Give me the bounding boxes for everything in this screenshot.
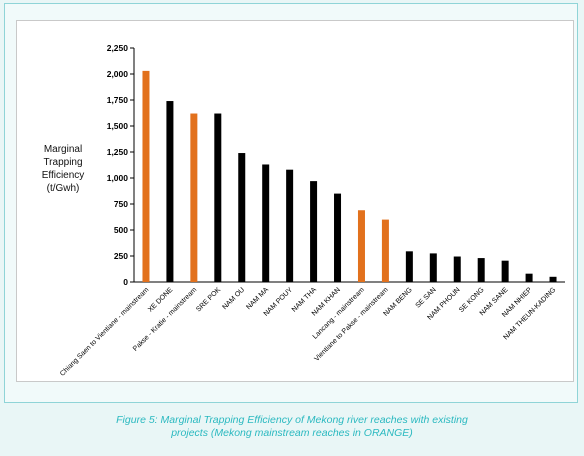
bar	[525, 273, 533, 282]
caption-line-2: projects (Mekong mainstream reaches in O…	[171, 427, 413, 439]
bar	[501, 260, 509, 282]
x-tick-label: SRE POK	[195, 286, 222, 313]
caption-line-1: Figure 5: Marginal Trapping Efficiency o…	[116, 414, 468, 426]
y-tick-label: 1,750	[107, 95, 129, 105]
bar	[310, 181, 318, 282]
bar	[429, 253, 437, 282]
y-tick-label: 500	[114, 225, 128, 235]
bar	[214, 113, 222, 283]
y-tick-label: 2,000	[107, 69, 129, 79]
y-tick-label: 1,000	[107, 173, 129, 183]
y-tick-label: 750	[114, 199, 128, 209]
bar	[453, 256, 461, 282]
bar	[142, 70, 150, 282]
y-axis-label: Marginal Trapping Efficiency (t/Gwh)	[41, 144, 85, 194]
x-tick-label: NAM MA	[245, 286, 270, 311]
bar	[262, 164, 270, 282]
y-tick-label: 1,250	[107, 147, 129, 157]
y-tick-label: 2,250	[107, 43, 129, 53]
bar	[166, 101, 174, 282]
bar	[357, 210, 365, 282]
bar	[549, 276, 557, 282]
bar	[190, 113, 198, 283]
x-tick-label: SE SAN	[415, 286, 438, 309]
bar	[405, 251, 413, 282]
bar-chart: 0 250 500 750 1,000 1,250 1,500 1,750 2,000 2,250…	[59, 43, 565, 378]
bar	[238, 153, 246, 282]
chart-panel: Marginal Trapping Efficiency (t/Gwh) 0 25…	[16, 20, 574, 382]
bar	[381, 219, 389, 282]
x-tick-label: Chiang Saen to Vientiane - mainstream	[59, 286, 150, 377]
x-tick-label: NAM OU	[221, 286, 246, 311]
bar	[477, 258, 485, 282]
figure-caption: Figure 5: Marginal Trapping Efficiency o…	[0, 414, 584, 440]
y-tick-label: 0	[123, 277, 128, 287]
y-tick-label: 1,500	[107, 121, 129, 131]
bar	[334, 193, 342, 282]
figure-frame: Marginal Trapping Efficiency (t/Gwh) 0 25…	[4, 3, 578, 403]
bar	[286, 169, 294, 282]
y-tick-label: 250	[114, 251, 128, 261]
